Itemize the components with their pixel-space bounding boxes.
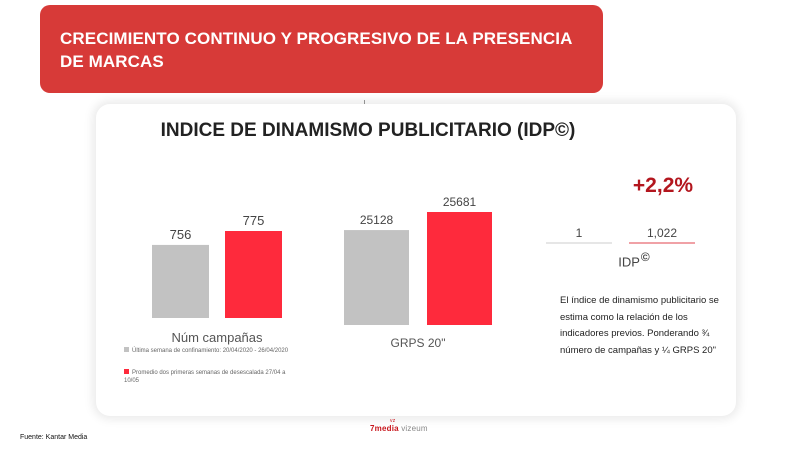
idp-value-before: 1: [575, 226, 583, 240]
bar-grps-red: [427, 212, 492, 325]
card-title: INDICE DE DINAMISMO PUBLICITARIO (IDP©): [160, 120, 576, 141]
legend-swatch-gray: [124, 347, 129, 352]
header-title: CRECIMIENTO CONTINUO Y PROGRESIVO DE LA …: [60, 29, 572, 71]
idp-label-text: IDP: [618, 254, 640, 270]
legend-swatch-red: [124, 369, 129, 374]
value-label-campanas-red: 775: [243, 213, 265, 228]
value-label-grps-red: 25681: [443, 195, 477, 209]
idp-label: IDP©: [604, 250, 664, 269]
logo-mark-sup: vz: [390, 418, 396, 424]
mediavizeum-logo: vz 7media vizeum: [370, 418, 428, 433]
logo-mark: 7: [370, 424, 375, 433]
legend-item-confinamiento: Última semana de confinamiento: 20/04/20…: [124, 347, 294, 355]
legend-item-desescalada: Promedio dos primeras semanas de desesca…: [124, 369, 294, 385]
idp-value-after: 1,022: [646, 226, 678, 240]
idp-explanation: El índice de dinamismo publicitario se e…: [560, 295, 719, 356]
logo-media: media: [374, 424, 399, 433]
header-banner: CRECIMIENTO CONTINUO Y PROGRESIVO DE LA …: [40, 5, 603, 93]
bar-campanas-red: [225, 231, 282, 318]
bar-grps-gray: [344, 230, 409, 325]
logo-vizeum: vizeum: [401, 424, 428, 433]
category-label-grps: GRPS 20": [391, 336, 446, 350]
bar-campanas-gray: [152, 244, 209, 318]
legend-text-confinamiento: Última semana de confinamiento: 20/04/20…: [132, 348, 289, 354]
category-label-campanas: Núm campañas: [171, 330, 263, 345]
idp-delta: +2,2%: [632, 174, 694, 197]
idp-label-sup: ©: [640, 250, 650, 264]
source-note: Fuente: Kantar Media: [20, 434, 88, 441]
value-label-grps-gray: 25128: [360, 213, 394, 227]
legend-text-desescalada: Promedio dos primeras semanas de desesca…: [124, 370, 286, 384]
value-label-campanas-gray: 756: [170, 227, 192, 242]
